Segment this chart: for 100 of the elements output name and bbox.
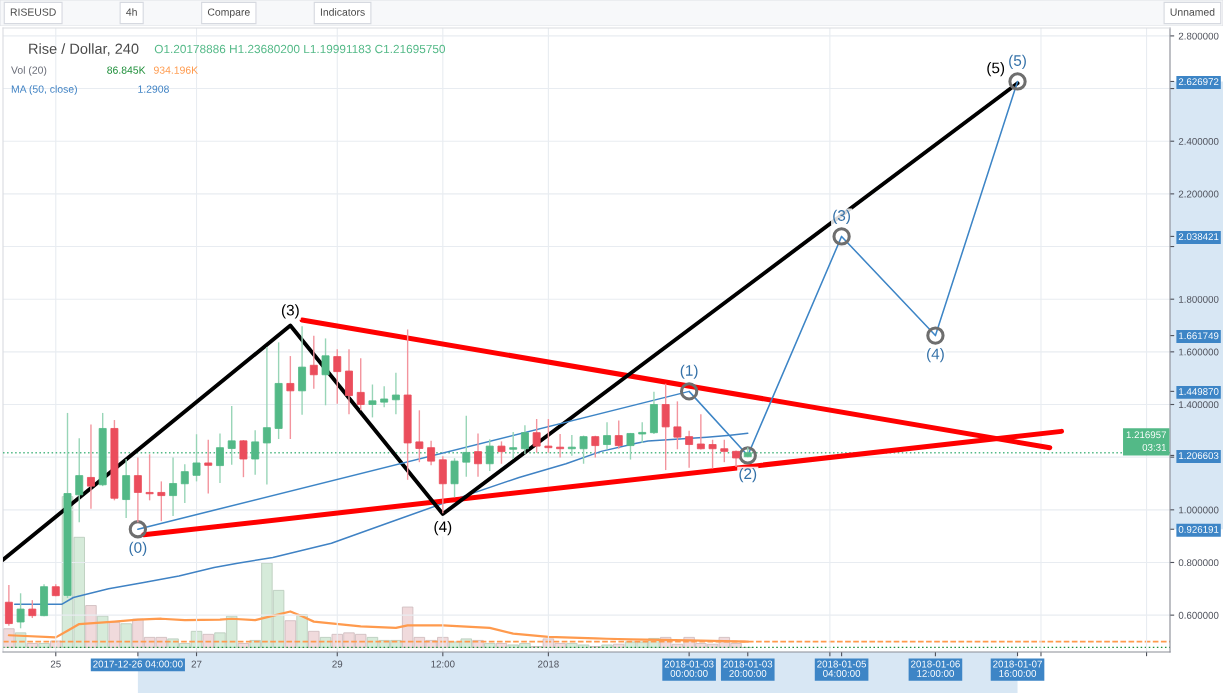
candlestick	[474, 432, 482, 478]
candlestick	[673, 400, 682, 450]
candlestick	[532, 418, 541, 454]
y-tick-label: 2.800000	[1178, 32, 1219, 40]
annotation: (4)	[927, 348, 944, 363]
bar	[308, 630, 320, 648]
candlestick	[180, 463, 189, 504]
y-tick-label: 0.800000	[1178, 559, 1219, 567]
candlestick	[239, 439, 248, 478]
bar	[284, 620, 297, 648]
candlestick	[661, 383, 670, 471]
candlestick	[262, 346, 271, 486]
annotation: 934.196K	[153, 66, 198, 74]
x-tick-label: 2018-01-06 12:00:00	[911, 660, 960, 677]
text: Indicators	[320, 8, 365, 16]
annotation: (4)	[434, 520, 452, 536]
candlestick	[157, 480, 166, 522]
y-tick-label: 2.200000	[1178, 190, 1219, 198]
annotation: (1)	[680, 364, 698, 379]
point	[128, 520, 148, 539]
x-tick-label: 12:00	[431, 660, 455, 668]
y-tick-label: 1.661749	[1179, 332, 1219, 340]
candlestick	[497, 440, 506, 465]
candlestick	[544, 418, 553, 454]
annotation: (5)	[987, 62, 1005, 77]
candlestick	[133, 456, 142, 523]
x-tick-label: 2017-12-26 04:00:00	[93, 660, 183, 668]
candlestick	[321, 337, 330, 406]
text: O1.20178886 H1.23680200 L1.19991183 C1.21695750	[154, 44, 446, 54]
text: Compare	[207, 8, 250, 18]
point	[738, 446, 757, 465]
text: 4h	[126, 8, 137, 16]
annotation: (2)	[739, 467, 757, 483]
candlestick	[333, 348, 342, 405]
point	[1008, 72, 1027, 91]
annotation: (5)	[1009, 54, 1026, 69]
candlestick	[309, 335, 318, 390]
annotation: 86.845K	[107, 66, 146, 74]
text: MA (50, close)	[11, 85, 77, 95]
x-tick-label: 2018-01-03 20:00:00	[723, 660, 773, 677]
y-tick-label: 2.626972	[1178, 78, 1219, 86]
candlestick	[415, 409, 424, 463]
annotation: (3)	[281, 304, 299, 319]
point	[679, 382, 699, 401]
y-tick-label: 0.926191	[1178, 525, 1219, 533]
candlestick	[427, 440, 436, 467]
x-tick-label: 2018-01-05 04:00:00	[817, 660, 867, 677]
candlestick	[438, 455, 447, 514]
y-tick-label: 1.449870	[1179, 388, 1219, 395]
candlestick	[87, 423, 95, 510]
y-tick-label: 0.600000	[1178, 611, 1219, 619]
text: Rise / Dollar, 240	[29, 43, 139, 56]
candlestick	[708, 439, 717, 470]
candlestick	[169, 456, 177, 517]
x-tick-label: 2018-01-03 00:00:00	[664, 660, 714, 677]
candlestick	[16, 592, 25, 629]
annotation: 1.2908	[138, 85, 169, 93]
candlestick	[298, 325, 307, 416]
ref-line-label: 1.216957 03:31	[1126, 431, 1167, 451]
candlestick	[286, 355, 295, 440]
candlestick	[356, 357, 365, 411]
bar	[85, 605, 97, 648]
point	[832, 227, 851, 246]
bar	[202, 633, 214, 648]
bar	[108, 621, 121, 648]
annotation: (0)	[129, 541, 147, 556]
y-tick-label: 1.000000	[1179, 506, 1219, 514]
candlestick	[603, 421, 611, 450]
bar	[484, 643, 496, 648]
candlestick	[204, 439, 213, 495]
x-tick-label: 2018	[538, 660, 559, 668]
candlestick	[720, 439, 729, 463]
bar	[120, 623, 132, 648]
candlestick	[696, 413, 705, 451]
candlestick	[638, 421, 647, 444]
y-tick-label: 2.038421	[1178, 233, 1219, 241]
candlestick	[450, 457, 459, 498]
y-tick-label: 1.206603	[1179, 452, 1219, 460]
x-tick-label: 29	[332, 660, 343, 668]
candlestick	[368, 383, 377, 419]
candlestick	[391, 371, 400, 415]
y-tick-label: 1.400000	[1179, 401, 1219, 409]
chart-title: Vol (20)	[11, 66, 47, 76]
y-tick-label: 1.800000	[1179, 295, 1219, 303]
text: RISEUSD	[10, 8, 56, 16]
candlestick	[4, 584, 13, 627]
x-tick-label: 27	[191, 660, 202, 668]
bar	[237, 643, 250, 648]
y-tick-label: 1.600000	[1179, 348, 1219, 356]
candlestick	[614, 419, 623, 450]
text: Unnamed	[1170, 8, 1215, 16]
bar	[296, 614, 308, 648]
annotation: (3)	[833, 209, 850, 224]
bar	[38, 643, 50, 648]
point	[926, 326, 945, 345]
candlestick	[520, 424, 529, 455]
candlestick	[122, 458, 131, 519]
x-tick-label: 2018-01-07 16:00:00	[993, 660, 1042, 677]
candlestick	[145, 453, 154, 502]
candlestick	[685, 430, 694, 469]
